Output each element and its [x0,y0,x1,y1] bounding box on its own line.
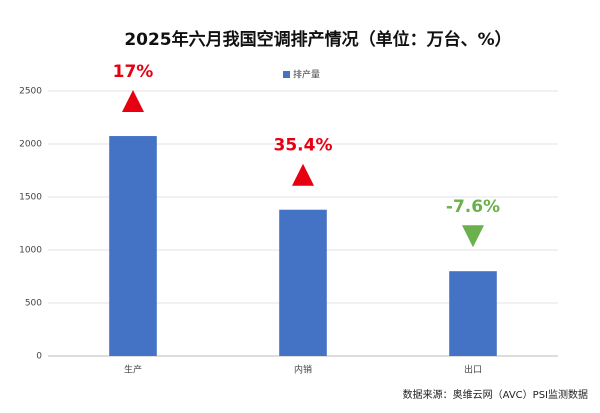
annotation-arrow [122,90,144,113]
y-tick-label: 1500 [19,193,42,203]
chart-title: 2025年六月我国空调排产情况（单位：万台、%） [124,29,511,50]
y-tick-label: 0 [36,352,42,362]
annotation-text: 35.4% [274,136,333,156]
annotation-arrow [462,225,484,248]
bar [109,136,157,356]
annotation-text: 17% [113,62,154,82]
annotation-arrow [292,163,314,186]
x-tick-label: 内销 [294,364,312,376]
source: 数据来源：奥维云网（AVC）PSI监测数据 [403,388,588,401]
bar [449,271,497,356]
y-tick-label: 1000 [19,246,42,256]
x-tick-label: 生产 [124,364,142,376]
legend-swatch [283,71,290,78]
legend-label: 排产量 [293,69,320,81]
y-tick-label: 500 [25,299,42,309]
x-tick-label: 出口 [464,364,482,376]
bar [279,209,327,356]
y-tick-label: 2500 [19,87,42,97]
y-tick-label: 2000 [19,140,42,150]
annotation-text: -7.6% [446,197,500,217]
